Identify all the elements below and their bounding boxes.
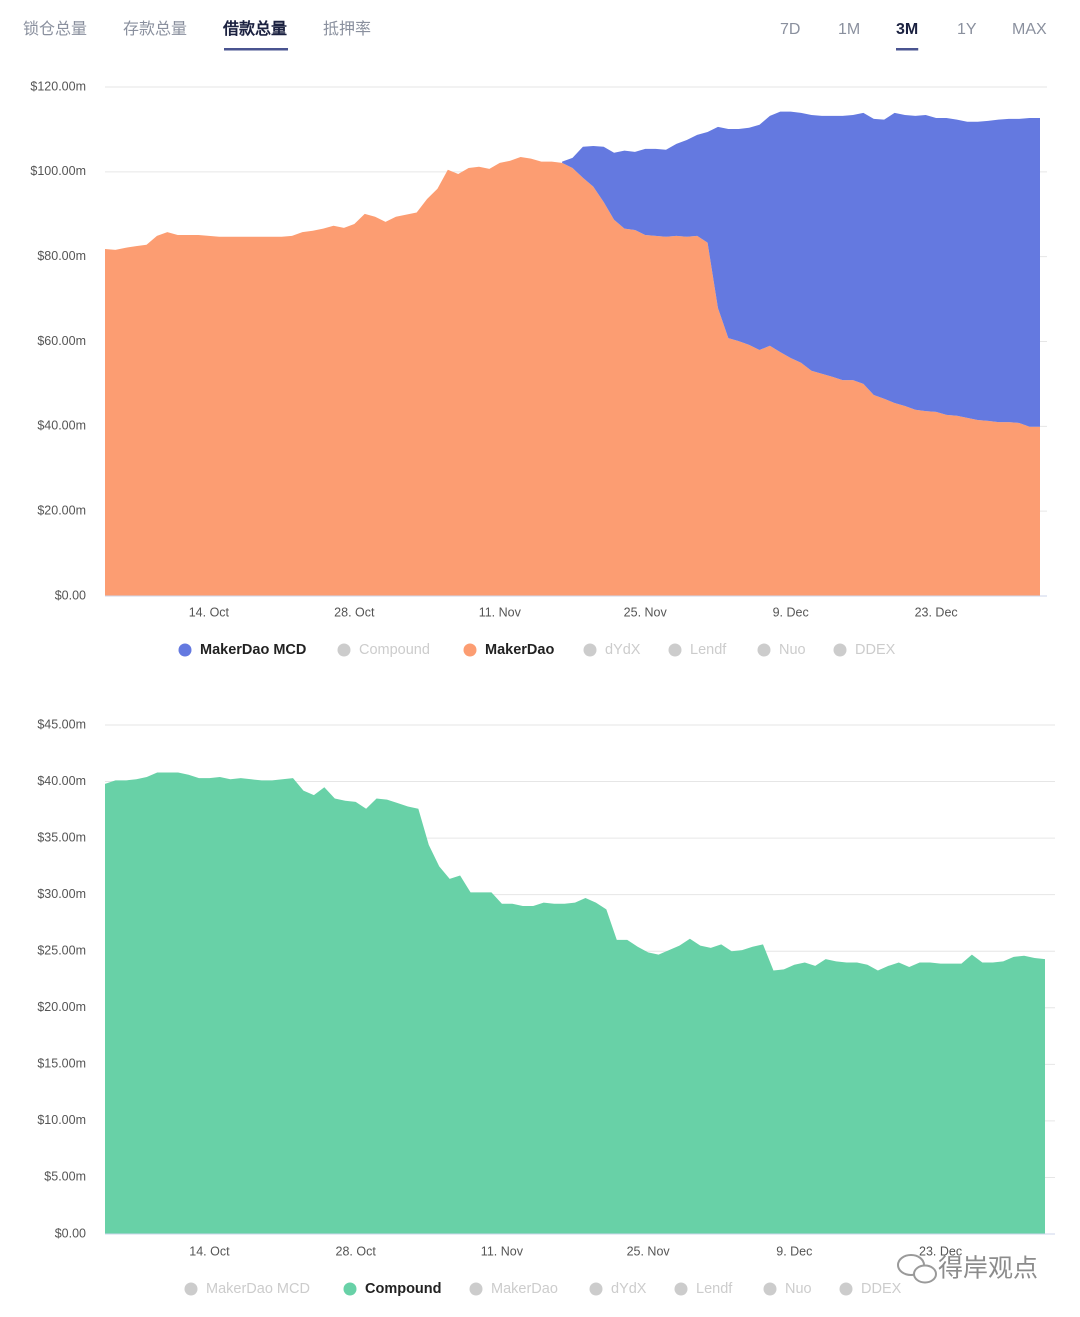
y-tick-label: $120.00m	[30, 79, 86, 93]
legend-label[interactable]: MakerDao MCD	[206, 1281, 310, 1297]
legend-label[interactable]: Lendf	[696, 1281, 733, 1297]
x-tick-label: 11. Nov	[479, 605, 522, 619]
legend-label[interactable]: DDEX	[861, 1281, 902, 1297]
legend-label[interactable]: Compound	[359, 642, 430, 658]
legend-label[interactable]: Compound	[365, 1281, 442, 1297]
legend-label[interactable]: MakerDao MCD	[200, 642, 306, 658]
watermark-text: 得岸观点	[938, 1255, 1038, 1283]
x-tick-label: 23. Dec	[919, 1244, 962, 1258]
y-tick-label: $25.00m	[37, 944, 86, 958]
legend-marker[interactable]	[583, 643, 597, 657]
area	[562, 111, 1040, 427]
x-tick-label: 28. Oct	[336, 1244, 377, 1258]
watermark-icon	[913, 1264, 937, 1284]
legend-marker[interactable]	[833, 643, 847, 657]
legend-marker[interactable]	[757, 643, 771, 657]
legend-label[interactable]: MakerDao	[485, 642, 554, 658]
x-tick-label: 9. Dec	[773, 605, 809, 619]
range-button[interactable]: 1Y	[957, 21, 977, 38]
y-tick-label: $0.00	[55, 1226, 86, 1240]
y-tick-label: $60.00m	[37, 334, 86, 348]
watermark: 得岸观点	[897, 1254, 1038, 1284]
y-tick-label: $30.00m	[37, 887, 86, 901]
legend-marker[interactable]	[184, 1282, 198, 1296]
legend-marker[interactable]	[178, 643, 192, 657]
legend-marker[interactable]	[469, 1282, 483, 1296]
legend-label[interactable]: Lendf	[690, 642, 727, 658]
x-tick-label: 25. Nov	[624, 605, 668, 619]
range-button[interactable]: 1M	[838, 21, 860, 38]
legend-label[interactable]: dYdX	[605, 642, 641, 658]
tab[interactable]: 锁仓总量	[23, 20, 87, 38]
legend-marker[interactable]	[589, 1282, 603, 1296]
x-tick-label: 14. Oct	[189, 605, 230, 619]
y-tick-label: $100.00m	[30, 164, 86, 178]
legend-marker[interactable]	[668, 643, 682, 657]
area	[105, 772, 1045, 1234]
range-button[interactable]: 7D	[780, 21, 800, 38]
x-tick-label: 11. Nov	[481, 1244, 524, 1258]
y-tick-label: $20.00m	[37, 1000, 86, 1014]
legend-marker[interactable]	[343, 1282, 357, 1296]
legend-marker[interactable]	[674, 1282, 688, 1296]
legend-marker[interactable]	[463, 643, 477, 657]
x-tick-label: 25. Nov	[627, 1244, 671, 1258]
legend-marker[interactable]	[337, 643, 351, 657]
legend-label[interactable]: DDEX	[855, 642, 896, 658]
tab[interactable]: 存款总量	[123, 20, 187, 38]
x-tick-label: 23. Dec	[915, 605, 958, 619]
legend-label[interactable]: MakerDao	[491, 1281, 558, 1297]
legend-label[interactable]: dYdX	[611, 1281, 647, 1297]
x-tick-label: 9. Dec	[776, 1244, 812, 1258]
y-tick-label: $35.00m	[37, 830, 86, 844]
tab[interactable]: 抵押率	[323, 20, 371, 38]
range-button[interactable]: MAX	[1012, 21, 1047, 38]
y-tick-label: $15.00m	[37, 1057, 86, 1071]
y-tick-label: $40.00m	[37, 419, 86, 433]
x-tick-label: 14. Oct	[189, 1244, 230, 1258]
y-tick-label: $0.00	[55, 588, 86, 602]
y-tick-label: $20.00m	[37, 503, 86, 517]
x-tick-label: 28. Oct	[334, 605, 375, 619]
area	[105, 156, 1040, 597]
tab[interactable]: 借款总量	[222, 19, 287, 38]
y-tick-label: $5.00m	[44, 1170, 86, 1184]
y-tick-label: $45.00m	[37, 717, 86, 731]
range-underline	[896, 48, 919, 51]
legend-label[interactable]: Nuo	[779, 642, 806, 658]
legend-marker[interactable]	[839, 1282, 853, 1296]
legend-label[interactable]: Nuo	[785, 1281, 812, 1297]
legend-marker[interactable]	[763, 1282, 777, 1296]
y-tick-label: $80.00m	[37, 249, 86, 263]
y-tick-label: $10.00m	[37, 1113, 86, 1127]
range-button[interactable]: 3M	[896, 21, 918, 38]
tab-underline	[224, 48, 289, 51]
content: 锁仓总量 存款总量 借款总量 抵押率 7D 1M 3M 1Y MAX $0.00 $20.00m $4…	[23, 19, 1055, 1297]
y-tick-label: $40.00m	[37, 774, 86, 788]
